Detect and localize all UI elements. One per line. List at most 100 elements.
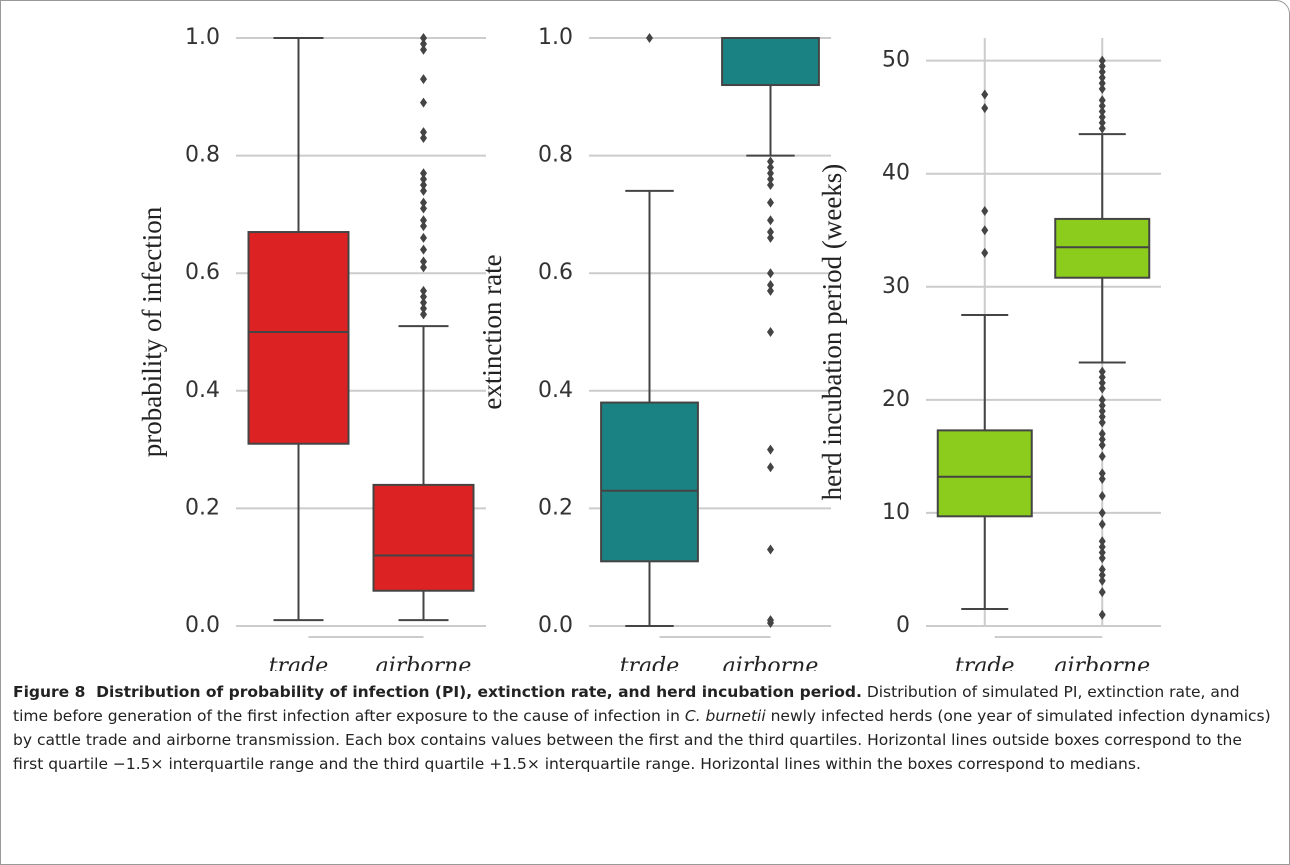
y-tick-label: 0.6 <box>538 260 573 285</box>
outlier <box>420 221 427 232</box>
outlier <box>420 215 427 226</box>
outlier <box>981 206 989 217</box>
outlier <box>1098 72 1106 83</box>
outlier <box>420 244 427 255</box>
outlier <box>767 162 774 173</box>
outlier <box>1098 451 1106 462</box>
outlier <box>767 197 774 208</box>
outlier <box>420 97 427 108</box>
outlier <box>1098 468 1106 479</box>
outlier <box>1098 78 1106 89</box>
outlier <box>420 197 427 208</box>
outlier <box>420 127 427 138</box>
outlier <box>767 544 774 555</box>
outlier <box>767 180 774 190</box>
outlier <box>1098 112 1106 123</box>
y-tick-label: 0.8 <box>185 143 220 168</box>
box <box>936 429 1033 518</box>
outlier <box>1098 564 1106 575</box>
outlier <box>420 44 427 55</box>
box <box>721 37 820 87</box>
outlier <box>646 33 653 43</box>
y-tick-label: 10 <box>882 500 910 525</box>
outlier <box>420 256 427 267</box>
outlier <box>1098 536 1106 547</box>
outlier <box>420 232 427 243</box>
y-tick-label: 0.2 <box>185 495 220 520</box>
outlier <box>981 89 989 100</box>
outlier <box>1098 609 1106 620</box>
caption-text: Distribution of simulated PI, extinction… <box>13 683 1240 725</box>
outlier <box>1098 411 1106 422</box>
outlier <box>767 168 774 179</box>
y-tick-label: 0.0 <box>538 613 573 638</box>
outlier <box>420 262 427 273</box>
outlier <box>1098 377 1106 388</box>
caption-label: Figure 8 <box>13 683 86 701</box>
outlier <box>420 38 427 49</box>
outlier <box>420 185 427 196</box>
caption-species: C. burnetii <box>684 707 766 725</box>
outlier <box>420 309 427 320</box>
y-axis-label: extinction rate <box>477 254 507 409</box>
y-axis-label: probability of infection <box>137 206 167 457</box>
y-axis-label: herd incubation period (weeks) <box>817 164 847 501</box>
outlier <box>1098 383 1106 394</box>
y-tick-label: 1.0 <box>538 25 573 50</box>
outlier <box>420 203 427 214</box>
y-tick-label: 0.2 <box>538 495 573 520</box>
outlier <box>1098 400 1106 411</box>
outlier <box>420 74 427 85</box>
outlier <box>1098 394 1106 405</box>
outlier <box>767 232 774 243</box>
outlier <box>1098 406 1106 417</box>
outlier <box>767 215 774 226</box>
y-tick-label: 0.0 <box>185 613 220 638</box>
y-tick-label: 1.0 <box>185 25 220 50</box>
outlier <box>767 285 774 296</box>
outlier <box>1098 372 1106 383</box>
charts: 0.0 0.2 0.4 0.6 0.8 1.0 probability of infecti… <box>137 25 1161 671</box>
outlier <box>1098 55 1106 66</box>
outlier <box>767 462 774 473</box>
outlier <box>1098 106 1106 117</box>
box <box>247 231 350 445</box>
outlier <box>1098 553 1106 564</box>
outlier <box>981 247 989 258</box>
outlier <box>1098 519 1106 530</box>
outlier <box>1098 417 1106 428</box>
x-tick-label: trade <box>620 654 680 671</box>
y-tick-label: 30 <box>882 274 910 299</box>
y-tick-label: 0.4 <box>185 378 220 403</box>
outlier <box>420 174 427 185</box>
outlier <box>1098 440 1106 451</box>
outlier <box>1098 587 1106 598</box>
outlier <box>1098 66 1106 77</box>
outlier <box>1098 507 1106 518</box>
outlier <box>420 285 427 296</box>
outlier <box>767 268 774 279</box>
outlier <box>1098 490 1106 501</box>
box <box>600 401 699 563</box>
outlier <box>1098 547 1106 558</box>
x-tick-label: airborne <box>1054 654 1150 671</box>
outlier <box>981 225 989 236</box>
outlier <box>1098 123 1106 134</box>
outlier <box>1098 117 1106 128</box>
y-tick-label: 0 <box>896 613 910 638</box>
x-tick-label: airborne <box>376 654 472 671</box>
y-tick-label: 50 <box>882 48 910 73</box>
outlier <box>420 303 427 314</box>
y-tick-label: 0.8 <box>538 143 573 168</box>
outlier <box>767 618 774 629</box>
outlier <box>767 327 774 337</box>
y-tick-label: 20 <box>882 387 910 412</box>
caption: Figure 8 Distribution of probability of … <box>13 680 1275 776</box>
outlier <box>767 174 774 185</box>
outlier <box>420 180 427 190</box>
box <box>1054 217 1151 279</box>
outlier <box>767 444 774 455</box>
x-tick-label: airborne <box>723 654 819 671</box>
outlier <box>767 279 774 290</box>
